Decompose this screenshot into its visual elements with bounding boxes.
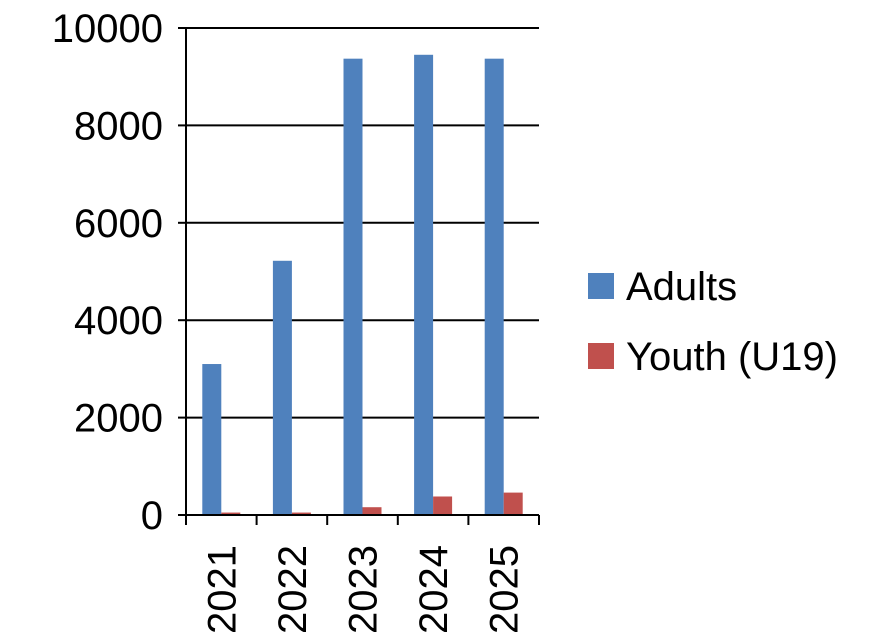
x-tick-label-2025: 2025 (483, 545, 527, 634)
legend-swatch-2 (588, 343, 614, 369)
legend: Adults Youth (U19) (588, 265, 838, 379)
y-tick-label-10000: 10000 (52, 7, 163, 51)
x-axis-tick-labels: 2021 2022 2023 2024 2025 (200, 545, 526, 634)
bar-adults-2023 (343, 58, 363, 515)
y-tick-label-0: 0 (141, 494, 163, 538)
bar-youth-u19-2025 (503, 492, 523, 515)
y-tick-label-6000: 6000 (74, 202, 163, 246)
legend-label-2: Youth (U19) (626, 335, 838, 379)
x-tick-label-2021: 2021 (200, 545, 244, 634)
legend-label-1: Adults (626, 265, 737, 309)
y-tick-label-4000: 4000 (74, 299, 163, 343)
bar-adults-2021 (202, 364, 222, 515)
bars (202, 54, 523, 515)
x-tick-label-2024: 2024 (412, 545, 456, 634)
x-tick-label-2022: 2022 (271, 545, 315, 634)
legend-swatch-1 (588, 273, 614, 299)
x-tick-label-2023: 2023 (342, 545, 386, 634)
bar-adults-2024 (414, 54, 434, 515)
bar-youth-u19-2022 (291, 512, 311, 515)
y-axis-tick-labels: 0 2000 4000 6000 8000 10000 (52, 7, 163, 538)
bar-youth-u19-2024 (433, 496, 453, 515)
bar-adults-2025 (484, 58, 504, 515)
bar-youth-u19-2021 (221, 512, 241, 515)
bar-youth-u19-2023 (362, 507, 382, 515)
bar-adults-2022 (272, 260, 292, 515)
axes (178, 27, 540, 525)
y-tick-label-8000: 8000 (74, 104, 163, 148)
y-tick-label-2000: 2000 (74, 397, 163, 441)
